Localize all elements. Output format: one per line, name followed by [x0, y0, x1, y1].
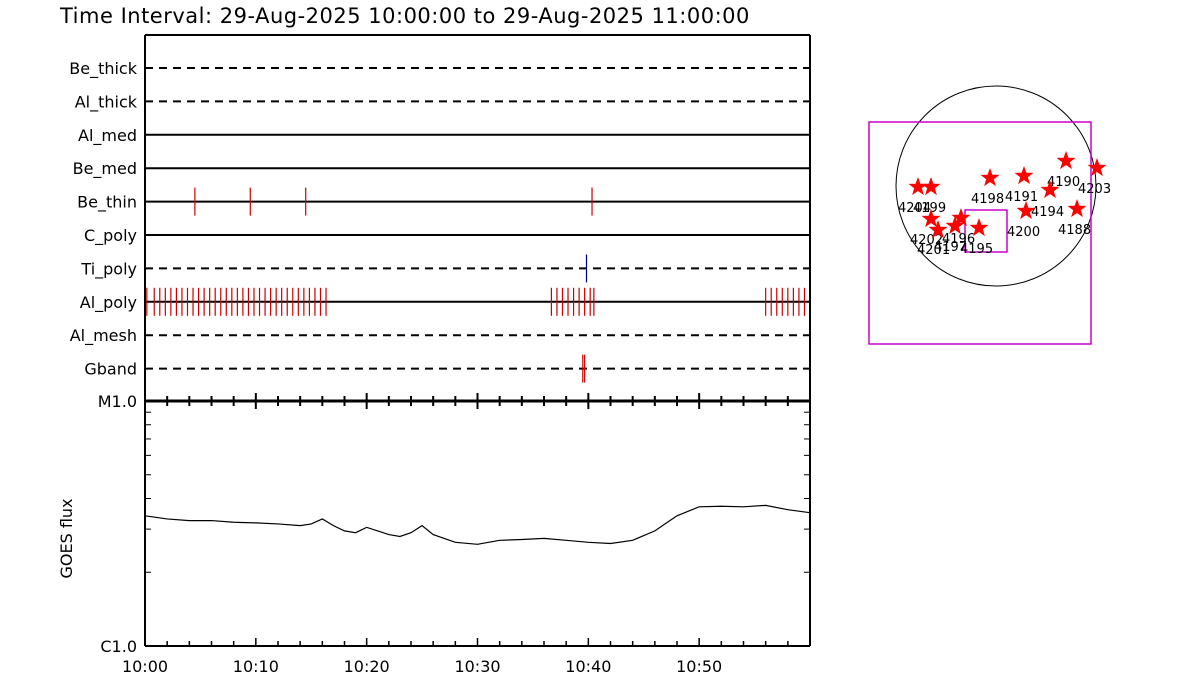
active-region-star: [1067, 199, 1087, 218]
active-region-star: [945, 216, 965, 235]
active-region-star: [1016, 201, 1036, 220]
x-tick-label: 10:50: [676, 657, 722, 676]
active-region-star: [928, 220, 948, 239]
active-region-label: 4200: [1007, 225, 1040, 240]
flux-y-tick-label: C1.0: [100, 637, 137, 656]
active-region-star: [908, 177, 928, 196]
active-region-label: 4202: [910, 233, 943, 248]
active-region-label: 4191: [1005, 190, 1038, 205]
filter-label: Gband: [84, 360, 137, 379]
active-region-star: [1014, 166, 1034, 185]
active-region-label: 4196: [942, 232, 975, 247]
field-of-view-box: [868, 121, 1092, 345]
active-region-star: [1087, 158, 1107, 177]
active-region-label: 4194: [1031, 205, 1064, 220]
active-region-star: [1040, 180, 1060, 199]
filter-label: C_poly: [84, 226, 137, 246]
target-box: [964, 209, 1008, 253]
active-region-star: [969, 218, 989, 237]
active-region-label: 4203: [1078, 182, 1111, 197]
x-tick-label: 10:00: [122, 657, 168, 676]
active-region-label: 4190: [1047, 175, 1080, 190]
solar-disk: [895, 85, 1097, 287]
filter-label: Be_thick: [69, 59, 137, 79]
x-tick-label: 10:40: [565, 657, 611, 676]
flux-y-tick-label: M1.0: [98, 392, 137, 411]
filter-label: Al_thick: [75, 92, 138, 112]
goes-flux-panel: C1.0 M1.0 GOES flux 10:00 10:10 10:20 10:30 10:…: [57, 392, 811, 676]
filter-label: Be_med: [73, 159, 137, 179]
active-region-label: 4188: [1058, 223, 1091, 238]
active-region-star: [921, 209, 941, 228]
x-tick-label: 10:10: [233, 657, 279, 676]
x-tick-label: 10:20: [344, 657, 390, 676]
active-region-label: 4198: [971, 192, 1004, 207]
active-region-star: [1056, 151, 1076, 170]
goes-flux-line: [144, 504, 811, 545]
active-region-star: [921, 177, 941, 196]
chart-title: Time Interval: 29-Aug-2025 10:00:00 to 2…: [59, 4, 750, 28]
active-region-label: 4204: [898, 201, 931, 216]
x-tick-label: 10:30: [454, 657, 500, 676]
filter-label: Al_med: [78, 126, 137, 146]
flux-y-axis-label: GOES flux: [57, 498, 76, 578]
active-region-label: 4197: [934, 240, 967, 255]
active-region-star: [980, 168, 1000, 187]
filter-label: Ti_poly: [80, 259, 137, 279]
active-region-star: [951, 208, 971, 227]
active-region-label: 4201: [917, 243, 950, 258]
filter-label: Al_poly: [80, 293, 137, 313]
filter-label: Be_thin: [77, 193, 137, 213]
active-region-label: 4195: [960, 242, 993, 257]
filter-label: Al_mesh: [70, 326, 137, 346]
active-region-label: 4199: [913, 201, 946, 216]
timeline-panel: Be_thick Al_thick Al_med Be_med Be_thin C_pol…: [69, 34, 811, 409]
